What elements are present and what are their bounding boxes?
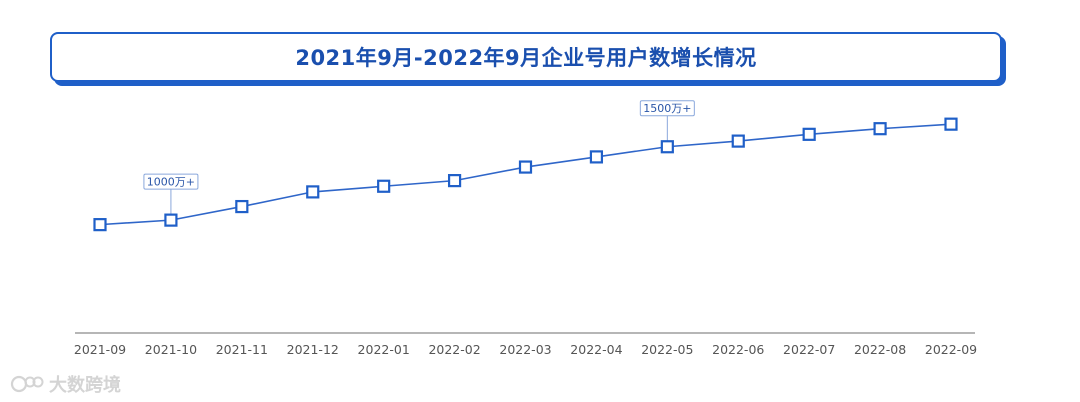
data-point-marker — [306, 185, 320, 199]
watermark-text: 大数跨境 — [49, 375, 121, 396]
x-tick-label: 2022-01 — [358, 342, 410, 357]
data-point-marker — [731, 134, 745, 148]
x-tick-label: 2022-08 — [854, 342, 906, 357]
data-point-marker — [164, 213, 178, 227]
data-point-marker — [589, 150, 604, 164]
data-point-marker — [802, 127, 816, 141]
data-point-marker — [518, 160, 533, 174]
x-tick-label: 2022-02 — [428, 342, 480, 357]
x-tick-label: 2022-07 — [783, 342, 835, 357]
annotation-box — [143, 173, 199, 190]
x-tick-label: 2021-09 — [74, 342, 126, 357]
x-tick-label: 2022-09 — [925, 342, 977, 357]
x-tick-label: 2022-05 — [641, 342, 693, 357]
annotation-label: 1500万+ — [643, 102, 691, 115]
watermark-logo-icon — [10, 375, 44, 393]
data-point-marker — [660, 140, 674, 154]
title-banner: 2021年9月-2022年9月企业号用户数增长情况 — [50, 32, 1002, 82]
chart-title: 2021年9月-2022年9月企业号用户数增长情况 — [295, 46, 757, 70]
data-point-marker — [447, 174, 462, 188]
x-tick-label: 2021-12 — [287, 342, 339, 357]
data-point-marker — [235, 199, 249, 214]
data-point-marker — [873, 122, 887, 136]
x-tick-label: 2021-11 — [216, 342, 268, 357]
x-tick-label: 2022-04 — [570, 342, 622, 357]
watermark: 大数跨境 — [10, 371, 121, 397]
annotation-box — [639, 100, 695, 117]
x-tick-label: 2022-06 — [712, 342, 764, 357]
series-line — [99, 123, 952, 226]
annotation-label: 1000万+ — [147, 175, 195, 188]
data-point-marker — [93, 218, 107, 232]
data-point-marker — [944, 117, 958, 131]
x-tick-label: 2021-10 — [145, 342, 197, 357]
data-point-marker — [377, 179, 391, 193]
x-tick-label: 2022-03 — [499, 342, 551, 357]
